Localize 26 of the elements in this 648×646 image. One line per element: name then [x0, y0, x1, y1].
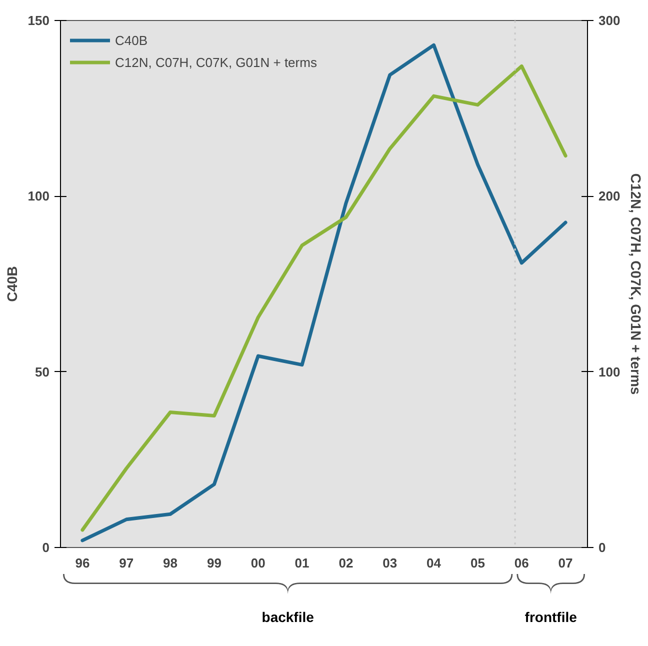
x-tick-label: 03: [382, 556, 398, 570]
x-tick-label: 97: [119, 556, 134, 570]
text: frontfile: [524, 609, 578, 625]
y-tick-label: 0: [42, 540, 50, 555]
x-tick-label: 98: [163, 556, 178, 570]
x-tick-label: 07: [558, 556, 573, 570]
y-axis-title: C40B: [4, 266, 20, 302]
y2-tick-label: 100: [598, 364, 620, 380]
y-tick-label: 50: [35, 364, 50, 380]
x-tick-label: 05: [470, 556, 485, 570]
text: backfile: [262, 609, 314, 625]
y-tick-label: 150: [28, 13, 50, 28]
y-tick-label: 100: [28, 188, 50, 204]
y2-axis-title: C12N, C07H, C07K, G01N + terms: [628, 173, 644, 395]
y2-tick-label: 300: [598, 13, 620, 28]
x-tick-label: 99: [206, 556, 222, 570]
legend-label: C40B: [115, 32, 148, 48]
x-tick-label: 04: [426, 556, 442, 570]
x-tick-label: 00: [250, 556, 266, 570]
x-tick-label: 96: [75, 556, 90, 570]
x-tick-label: 02: [338, 556, 354, 570]
legend-label: C12N, C07H, C07K, G01N + terms: [115, 54, 317, 70]
x-tick-label: 01: [294, 556, 310, 570]
y2-tick-label: 0: [598, 540, 606, 555]
x-tick-label: 06: [514, 556, 529, 570]
y2-tick-label: 200: [598, 188, 620, 204]
